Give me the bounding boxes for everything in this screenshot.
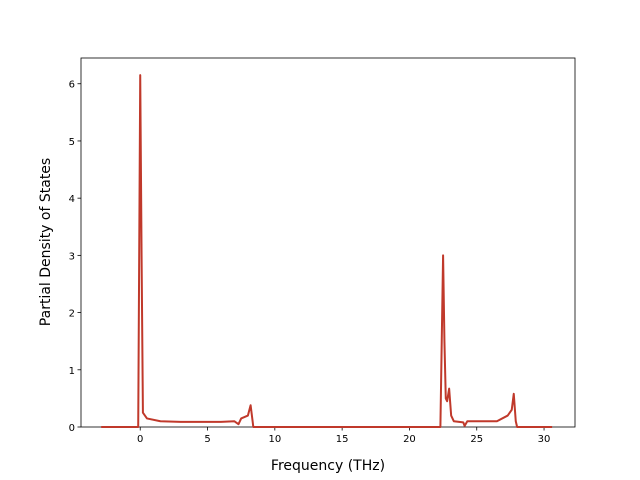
x-axis-label: Frequency (THz) <box>271 458 385 474</box>
y-tick-label: 5 <box>69 137 75 148</box>
y-axis-label: Partial Density of States <box>38 158 54 326</box>
y-tick-label: 1 <box>69 366 75 377</box>
x-tick-label: 5 <box>204 434 210 445</box>
x-tick-label: 30 <box>538 434 551 445</box>
axes-frame <box>80 57 576 428</box>
x-tick-label: 25 <box>470 434 483 445</box>
x-tick-label: 10 <box>268 434 281 445</box>
x-tick-label: 0 <box>137 434 143 445</box>
data-line <box>101 74 553 428</box>
y-tick-label: 2 <box>69 309 75 320</box>
y-tick-label: 0 <box>69 423 75 434</box>
y-tick-label: 4 <box>69 194 75 205</box>
x-tick-label: 15 <box>336 434 349 445</box>
y-tick-label: 3 <box>69 251 75 262</box>
x-tick-label: 20 <box>403 434 416 445</box>
y-tick-label: 6 <box>69 80 75 91</box>
